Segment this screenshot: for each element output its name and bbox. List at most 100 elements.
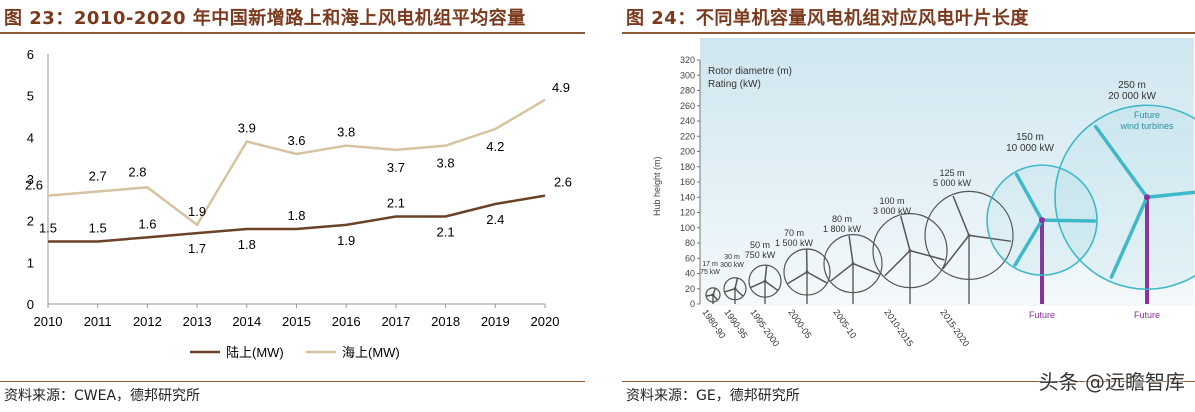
onshore-data-label: 1.8	[238, 237, 256, 252]
turbine-hub	[908, 249, 912, 253]
watermark-text: 头条 @远瞻智库	[1038, 370, 1185, 394]
offshore-data-label: 2.8	[128, 164, 146, 179]
y-tick-label: 3	[27, 172, 34, 187]
y-tick-label: 6	[27, 47, 34, 62]
turbine-blade	[724, 288, 736, 293]
turbine-blade	[787, 271, 808, 284]
offshore-data-label: 1.9	[188, 204, 206, 219]
rotor-diameter-legend: Rotor diametre (m)	[708, 66, 792, 77]
right-source-rule	[622, 381, 1195, 382]
rotor-swept-circle	[723, 277, 747, 301]
turbine-hub	[1039, 217, 1045, 224]
turbine-blade	[764, 265, 768, 282]
offshore-data-label: 3.7	[387, 160, 405, 175]
onshore-data-label: 1.5	[89, 221, 107, 236]
turbine-blade	[1145, 190, 1195, 199]
period-label: 1995-2000	[748, 307, 781, 348]
rating-label: 20 000 kW	[1108, 91, 1156, 102]
onshore-series-line	[48, 194, 546, 243]
diagram-background	[700, 38, 1194, 306]
turbine-hub	[763, 279, 767, 283]
onshore-data-label: 1.7	[188, 241, 206, 256]
rotor-diameter-label: 125 m	[939, 168, 964, 178]
turbine-blade	[952, 195, 970, 237]
turbine-blade	[734, 288, 744, 297]
turbine-hub	[851, 262, 855, 266]
rating-label: 750 kW	[745, 250, 776, 260]
hub-height-tick-label: 100	[680, 223, 695, 233]
future-caption-line1: Future	[1134, 110, 1160, 120]
turbine-hub	[733, 287, 737, 291]
turbine-hub	[967, 233, 971, 237]
left-title-rule	[0, 32, 585, 34]
left-source-rule	[0, 381, 585, 382]
x-tick-label: 2020	[531, 314, 560, 329]
rotor-swept-circle	[1054, 104, 1195, 291]
offshore-data-label: 2.6	[25, 178, 43, 193]
turbine-blade	[852, 262, 880, 275]
capacity-line-chart: 0 1 2 3 4 5 6 2010 2011 2012 2013 2014 2015 2016 2017 2…	[25, 47, 572, 360]
period-label: Future	[1134, 310, 1160, 320]
offshore-data-label: 4.9	[552, 80, 570, 95]
rating-label: 10 000 kW	[1006, 143, 1054, 154]
rotor-swept-circle	[783, 248, 831, 296]
turbine-blade	[1013, 218, 1044, 267]
x-tick-label: 2011	[84, 314, 112, 329]
period-label: 2000-05	[786, 307, 813, 340]
hub-height-tick-label: 120	[680, 208, 695, 218]
y-tick-label: 0	[27, 297, 34, 312]
rotor-diameter-label: 250 m	[1118, 80, 1146, 91]
right-figure-title: 图 24：不同单机容量风电机组对应风电叶片长度	[626, 8, 1029, 29]
rotor-swept-circle	[924, 190, 1014, 280]
hub-height-tick-label: 260	[680, 101, 695, 111]
turbine-blade	[848, 235, 854, 265]
turbine-blade	[909, 249, 945, 261]
turbine-blade	[900, 215, 911, 252]
x-tick-label: 2014	[232, 314, 261, 329]
x-tick-label: 2019	[481, 314, 510, 329]
turbine-blade	[1109, 195, 1149, 279]
rotor-diameter-label: 17 m	[702, 261, 718, 268]
y-tick-label: 2	[27, 214, 34, 229]
turbine-blade	[806, 271, 827, 284]
offshore-data-label: 3.8	[337, 125, 355, 140]
hub-height-tick-label: 180	[680, 162, 695, 172]
period-label: Future	[1029, 310, 1055, 320]
x-tick-label: 2010	[34, 314, 63, 329]
offshore-data-label: 2.7	[89, 169, 107, 184]
left-figure-source: 资料来源：CWEA，德邦研究所	[4, 388, 201, 404]
hub-height-tick-label: 60	[685, 253, 695, 263]
rating-label: 3 000 kW	[873, 206, 912, 216]
rating-legend: Rating (kW)	[708, 79, 761, 90]
legend-onshore-label: 陆上(MW)	[226, 345, 284, 360]
offshore-data-label: 4.2	[486, 139, 504, 154]
hub-height-tick-label: 220	[680, 131, 695, 141]
period-label: 2010-2015	[882, 307, 915, 348]
hub-height-tick-label: 300	[680, 70, 695, 80]
turbine-hub	[805, 270, 809, 274]
rotor-diameter-label: 100 m	[879, 196, 904, 206]
right-figure-panel: 图 24：不同单机容量风电机组对应风电叶片长度 0 20 40 60 80 100 120 1…	[622, 0, 1195, 412]
left-figure-title: 图 23：2010-2020 年中国新增路上和海上风电机组平均容量	[4, 8, 526, 29]
turbine-blade	[750, 280, 766, 289]
rotor-diameter-label: 150 m	[1016, 132, 1044, 143]
onshore-data-label: 1.8	[287, 208, 305, 223]
hub-height-tick-label: 20	[685, 284, 695, 294]
x-tick-label: 2015	[282, 314, 311, 329]
turbine-blade	[830, 262, 854, 282]
turbine-hub	[711, 293, 715, 297]
x-tick-label: 2016	[332, 314, 361, 329]
rating-label: 300 kW	[720, 262, 744, 269]
onshore-data-label: 2.4	[486, 212, 504, 227]
hub-height-tick-label: 160	[680, 177, 695, 187]
onshore-data-label: 1.9	[337, 233, 355, 248]
offshore-data-label: 3.8	[437, 156, 455, 171]
x-tick-label: 2017	[381, 314, 410, 329]
rotor-diameter-label: 80 m	[832, 214, 852, 224]
right-figure-source: 资料来源：GE，德邦研究所	[626, 388, 800, 404]
rotor-diameter-label: 50 m	[750, 240, 770, 250]
hub-height-tick-label: 320	[680, 55, 695, 65]
rotor-swept-circle	[823, 233, 883, 294]
turbine-blade	[942, 234, 970, 270]
rotor-diameter-label: 70 m	[784, 228, 804, 238]
